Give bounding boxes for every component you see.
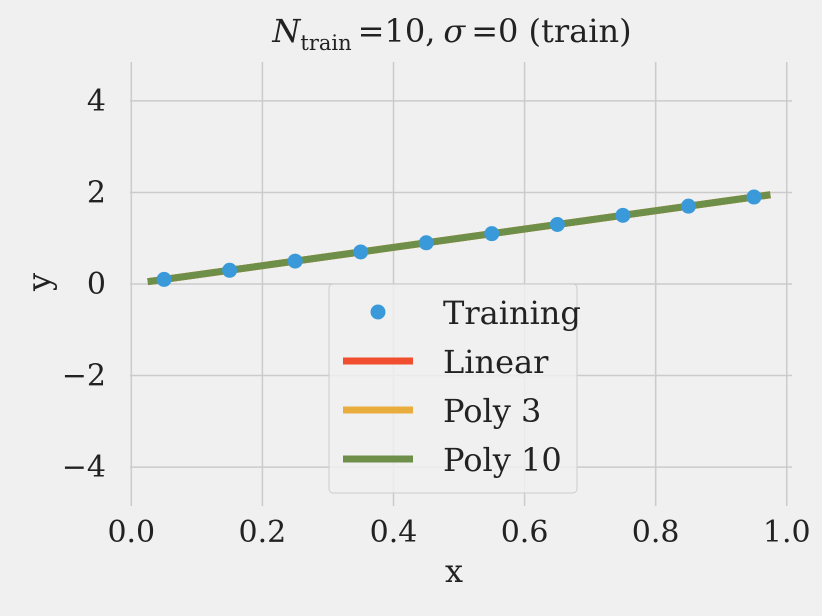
title-n-value: =10, [358,12,436,50]
x-tick-label: 0.6 [501,515,549,550]
y-tick-label: 0 [87,267,106,302]
y-tick-label: 4 [87,84,106,119]
x-tick-label: 0.2 [239,515,287,550]
title-sigma-value: =0 (train) [471,12,631,50]
x-tick-label: 1.0 [763,515,811,550]
legend-label-linear: Linear [443,343,549,381]
training-point [156,271,172,287]
training-points [156,189,762,287]
y-axis-label: y [20,273,58,292]
training-point [222,262,238,278]
legend-label-poly10: Poly 10 [443,441,562,479]
legend-label-training: Training [443,294,581,332]
x-tick-label: 0.4 [370,515,418,550]
series-line-poly10 [147,191,771,286]
training-point [680,198,696,214]
title-n-subscript: train [300,31,351,55]
training-point [418,235,434,251]
y-tick-labels: 4 2 0 −2 −4 [62,84,106,485]
chart-title: Ntrain =10, σ =0 (train) [271,12,631,55]
x-axis-label: x [445,552,463,590]
training-point [549,216,565,232]
title-sigma-symbol: σ [443,12,466,50]
x-tick-label: 0.0 [107,515,155,550]
x-tick-labels: 0.0 0.2 0.4 0.6 0.8 1.0 [107,515,810,550]
legend-box [328,283,578,494]
legend-label-poly3: Poly 3 [443,392,541,430]
training-point [353,244,369,260]
legend-marker-training [370,304,386,320]
training-point [484,226,500,242]
title-n-symbol: N [271,12,301,50]
legend: Training Linear Poly 3 Poly 10 [328,283,581,494]
x-tick-label: 0.8 [632,515,680,550]
y-tick-label: −2 [62,359,106,394]
y-tick-label: 2 [87,175,106,210]
training-point [746,189,762,205]
training-point [287,253,303,269]
series-lines [147,191,771,286]
y-tick-label: −4 [62,450,106,485]
training-point [615,207,631,223]
